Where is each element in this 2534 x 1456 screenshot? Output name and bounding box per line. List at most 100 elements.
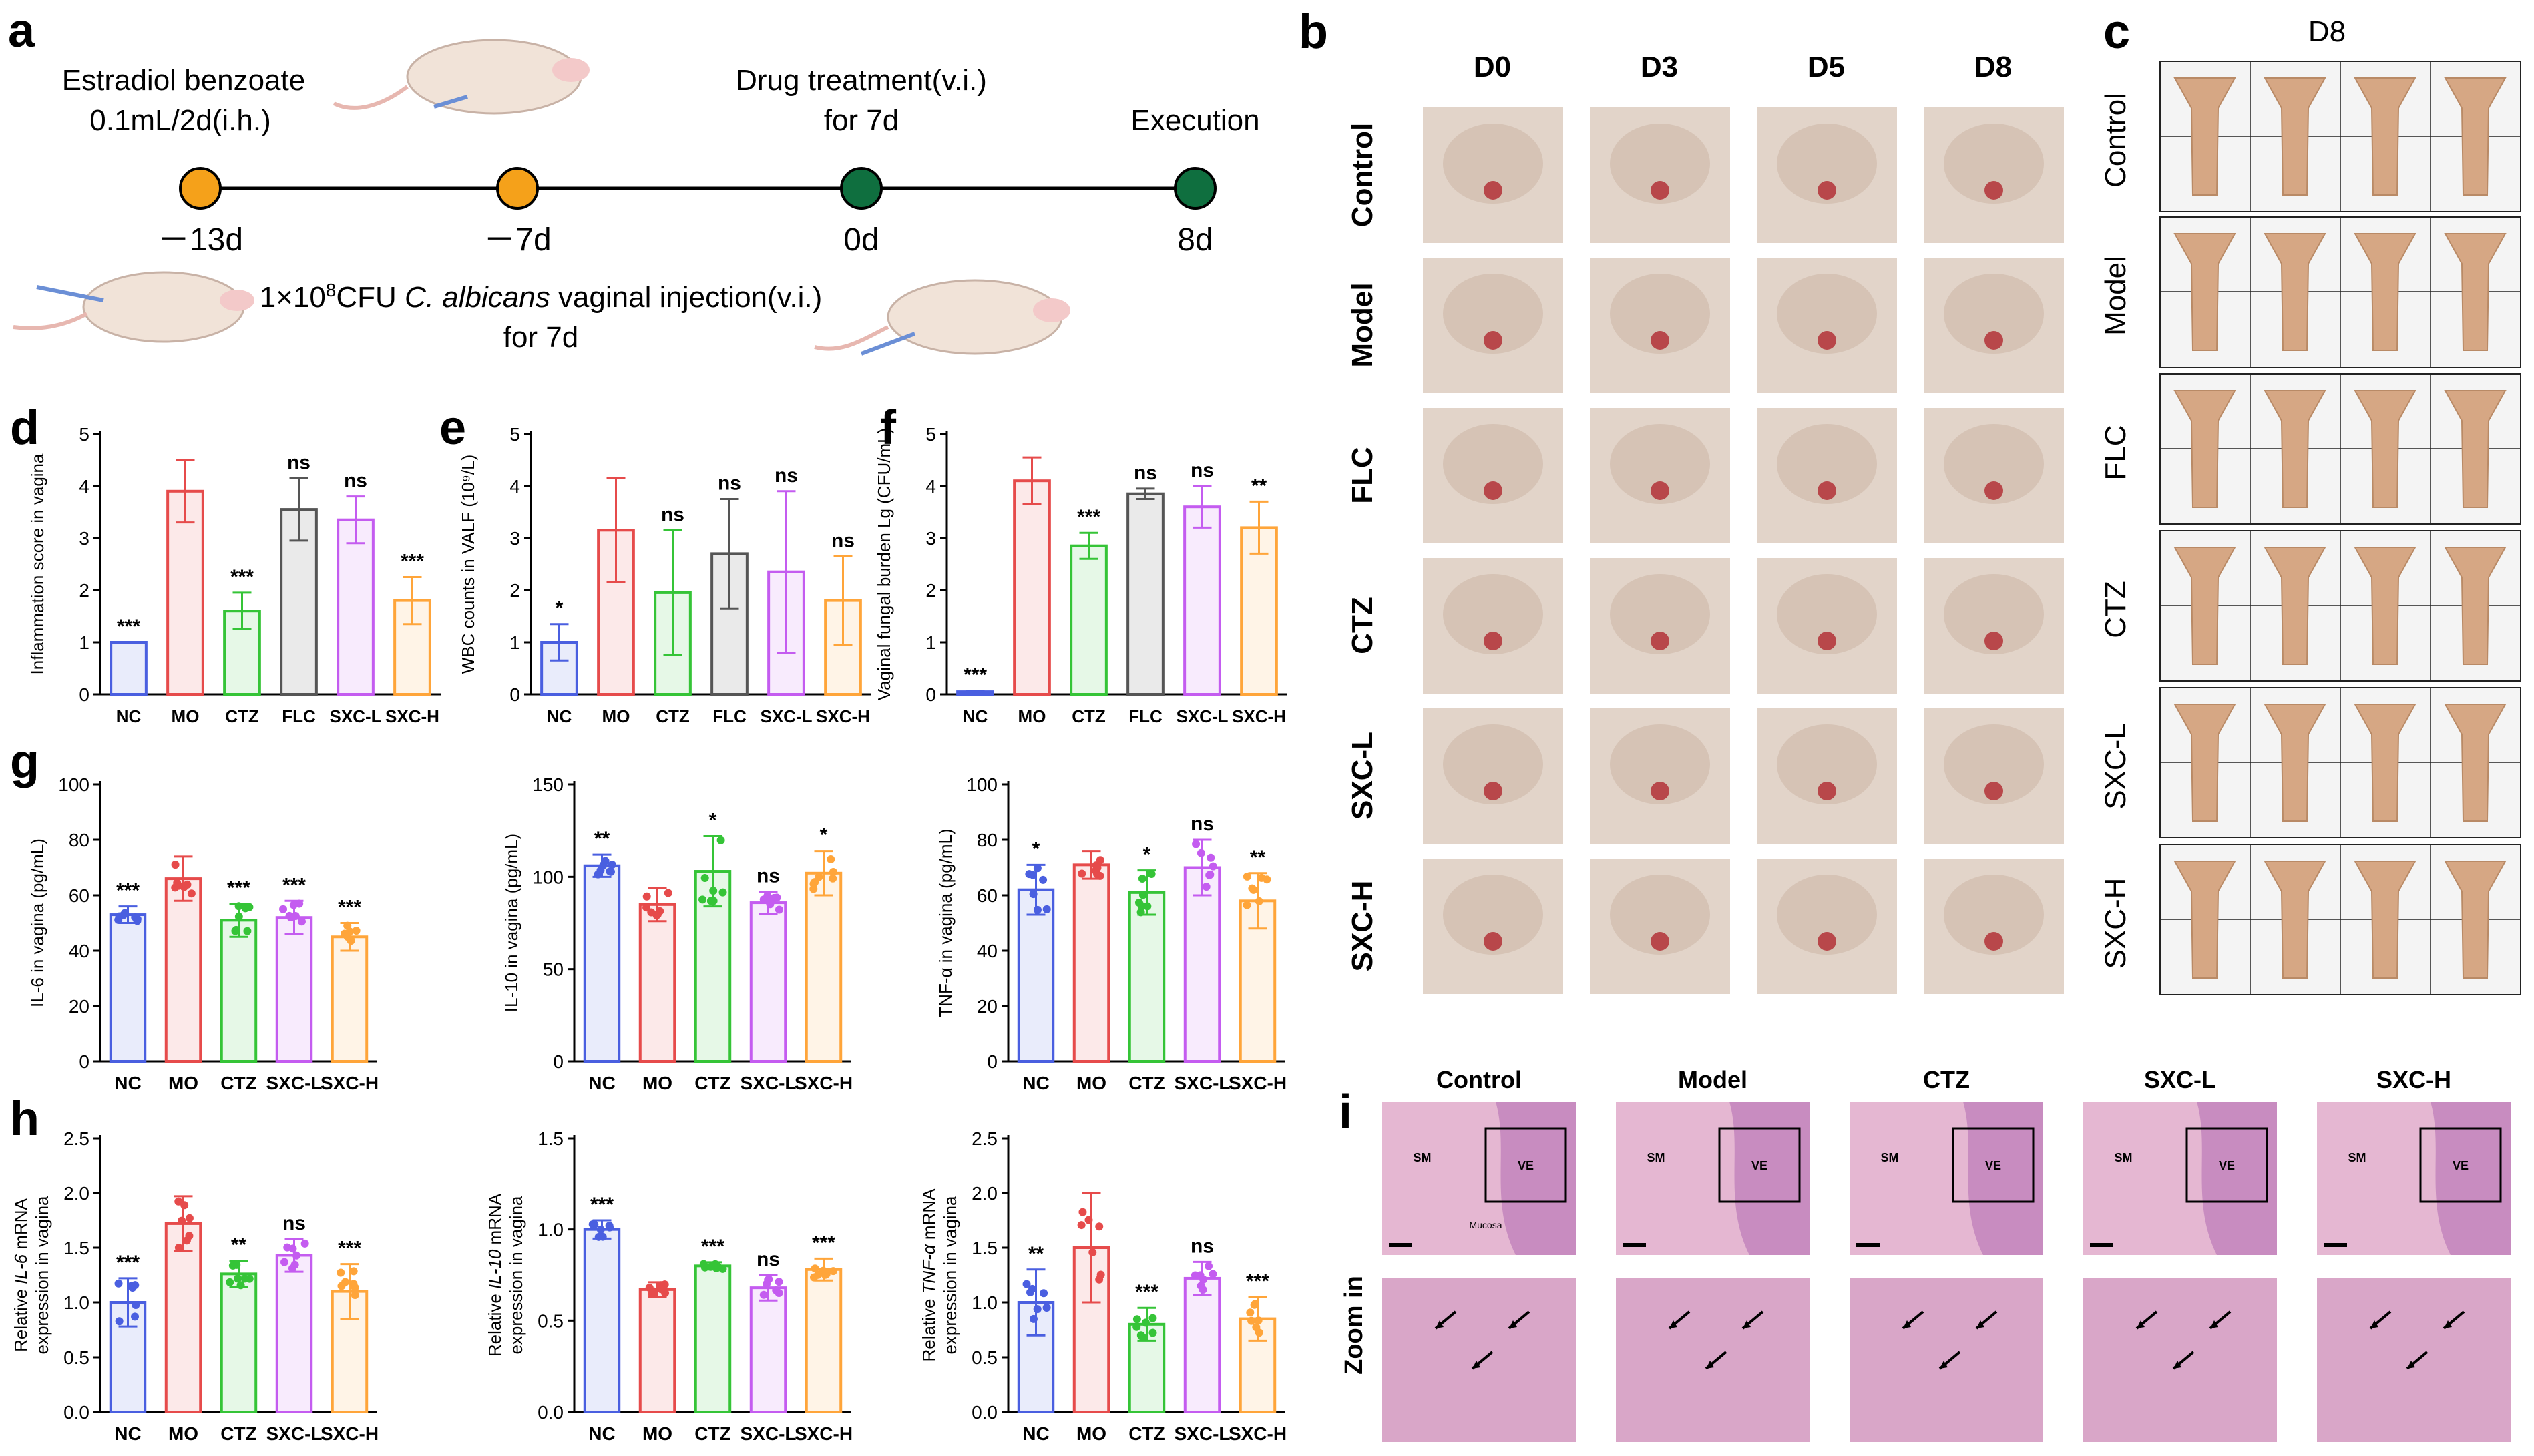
x-tick-label: MO: [1076, 1073, 1106, 1094]
x-tick-label: MO: [168, 1423, 198, 1444]
group-label: Control: [1346, 123, 1379, 227]
vaginal-opening: [1484, 481, 1502, 500]
data-point: [1042, 905, 1051, 913]
data-point: [1148, 1328, 1157, 1337]
significance-label: **: [1251, 475, 1267, 497]
y-axis-label-prefix: Relative: [11, 1284, 31, 1352]
y-axis-label-gene: IL-10: [485, 1249, 505, 1289]
uterus-specimen: [2444, 233, 2507, 351]
y-tick-label: 1.0: [972, 1292, 998, 1313]
data-point: [649, 1287, 658, 1296]
data-point: [115, 1317, 124, 1326]
y-tick-label: 50: [543, 959, 564, 980]
significance-label: *: [709, 809, 717, 831]
data-point: [1254, 1316, 1263, 1325]
mouse-body: [1610, 424, 1710, 504]
data-point: [1243, 901, 1251, 909]
uterus-specimen: [2173, 390, 2236, 508]
significance-label: ns: [344, 470, 367, 492]
group-label: FLC: [1346, 447, 1379, 504]
significance-label: ***: [227, 877, 250, 899]
mouse-body: [1777, 424, 1877, 504]
data-point: [1132, 1322, 1141, 1331]
data-point: [232, 925, 240, 934]
x-tick-label: SXC-L: [1177, 706, 1229, 726]
data-point: [173, 879, 182, 887]
bar: [1126, 492, 1165, 696]
y-tick-label: 80: [69, 830, 89, 851]
data-point: [1033, 864, 1042, 873]
group-label: FLC: [2099, 425, 2132, 480]
y-tick-label: 2: [79, 580, 89, 601]
y-tick-label: 100: [966, 774, 998, 795]
data-point: [1243, 872, 1251, 881]
data-point: [288, 1244, 297, 1253]
arrow-head: [1706, 1361, 1714, 1369]
panel-b: b D0 D3 D5 D8 Control Model FLC CTZ SXC-L SXC…: [1299, 5, 2065, 995]
vaginal-opening: [1651, 331, 1669, 350]
data-point: [652, 911, 661, 920]
x-tick-label: SXC-H: [385, 706, 439, 726]
y-tick-label: 2.5: [63, 1128, 89, 1149]
y-tick-label: 0: [925, 684, 936, 705]
y-axis-label-prefix: Relative: [919, 1294, 939, 1361]
data-point: [1084, 1216, 1093, 1224]
group-label: CTZ: [2099, 581, 2132, 638]
significance-label: ns: [1191, 459, 1214, 481]
y-tick-label: 60: [69, 885, 89, 906]
y-axis-label: IL-6 in vagina (pg/mL): [27, 838, 47, 1007]
chart-h1: h 0.0 0.5 1.0 1.5 2.0 2.5 Relative IL-6 mRNA exp…: [10, 1092, 379, 1444]
data-point: [351, 1283, 359, 1292]
y-tick-label: 150: [532, 774, 564, 795]
injection-label-exponent: 8: [326, 280, 337, 300]
y-tick-label: 0: [987, 1051, 998, 1072]
estradiol-label: Estradiol benzoate: [62, 64, 305, 97]
y-tick-label: 4: [79, 476, 89, 497]
injection-label: 1×108CFU C. albicans vaginal injection(v…: [260, 280, 823, 314]
vaginal-opening: [1484, 932, 1502, 951]
data-point: [1039, 875, 1048, 884]
y-tick-label: 4: [509, 476, 520, 497]
group-label: SXC-L: [1346, 732, 1379, 820]
data-point: [1033, 905, 1042, 914]
y-axis-label: IL-10 in vagina (pg/mL): [501, 834, 521, 1012]
data-point: [1033, 1305, 1042, 1314]
data-point: [1205, 871, 1214, 879]
x-tick-label: MO: [172, 706, 200, 726]
data-point: [606, 867, 614, 876]
x-tick-label: MO: [1076, 1423, 1106, 1444]
data-point: [601, 857, 610, 865]
uterus-specimen: [2264, 233, 2326, 351]
y-axis-label-suffix: mRNA: [11, 1198, 31, 1254]
vaginal-opening: [1818, 181, 1836, 200]
mouse-body: [1944, 574, 2044, 654]
data-point: [1095, 1275, 1104, 1284]
y-tick-label: 3: [925, 528, 936, 549]
y-tick-label: 1.0: [538, 1220, 564, 1240]
group-label: Control: [2099, 93, 2132, 188]
bar: [1183, 866, 1221, 1063]
histology-group-label: Model: [1678, 1066, 1747, 1094]
x-tick-label: CTZ: [694, 1073, 730, 1094]
data-point: [300, 1239, 309, 1248]
x-tick-label: SXC-L: [1175, 1073, 1231, 1094]
vaginal-opening: [1984, 331, 2003, 350]
data-point: [1078, 1208, 1087, 1216]
vaginal-opening: [1818, 481, 1836, 500]
x-tick-label: MO: [642, 1073, 672, 1094]
zoom-box: [1952, 1127, 2035, 1203]
region-label-sm: SM: [2115, 1151, 2133, 1164]
y-tick-label: 5: [509, 424, 520, 445]
bar: [220, 1272, 258, 1413]
x-tick-label: SXC-L: [266, 1073, 323, 1094]
significance-label: ns: [757, 865, 780, 887]
y-tick-label: 0.5: [63, 1347, 89, 1368]
arrow-head: [1976, 1320, 1984, 1328]
data-point: [716, 836, 725, 844]
data-point: [1136, 1331, 1145, 1340]
epithelium-band: [1963, 1102, 2043, 1255]
mouse-body: [1610, 274, 1710, 354]
region-label-ve: VE: [2453, 1159, 2469, 1172]
data-point: [700, 874, 709, 883]
uterus-specimen: [2444, 547, 2507, 665]
